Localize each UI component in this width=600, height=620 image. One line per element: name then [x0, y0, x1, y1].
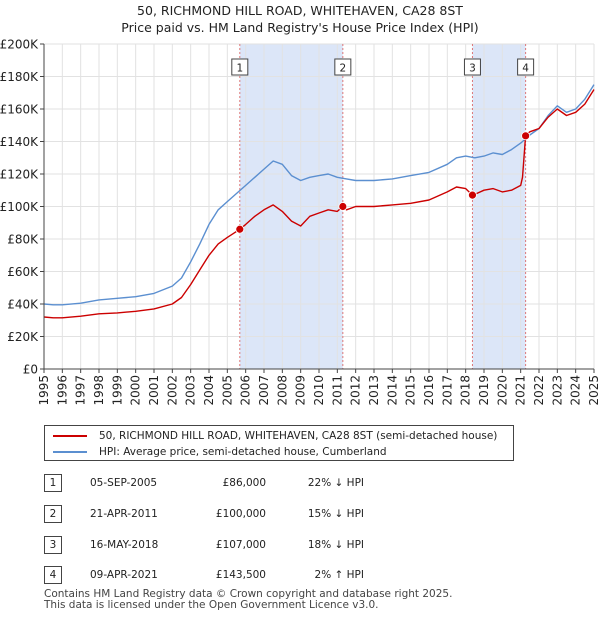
- y-tick-label: £0: [23, 363, 38, 377]
- transaction-label-box-1: [231, 58, 249, 76]
- x-tick-label: 2006: [239, 375, 253, 406]
- x-tick-label: 2008: [275, 375, 289, 406]
- x-tick-label: 2001: [147, 375, 161, 406]
- y-tick-label: £80K: [7, 233, 39, 247]
- x-tick-label: 1995: [37, 375, 51, 406]
- x-tick-label: 2013: [367, 375, 381, 406]
- x-tick-label: 2023: [550, 375, 564, 406]
- x-tick-label: 1997: [74, 375, 88, 406]
- transaction-number: 1: [44, 474, 62, 492]
- footer-line-copyright: Contains HM Land Registry data © Crown c…: [44, 588, 453, 600]
- legend-label-property: 50, RICHMOND HILL ROAD, WHITEHAVEN, CA28…: [99, 430, 498, 442]
- y-tick-label: £180K: [0, 70, 39, 84]
- transaction-marker-2: [338, 202, 348, 211]
- chart-legend: 50, RICHMOND HILL ROAD, WHITEHAVEN, CA28…: [44, 425, 514, 461]
- x-tick-label: 1999: [110, 375, 124, 406]
- transaction-label-1: 1: [236, 63, 243, 75]
- y-tick-label: £60K: [7, 265, 39, 279]
- x-tick-label: 2000: [129, 375, 143, 406]
- transaction-label-box-2: [334, 58, 352, 76]
- x-tick-label: 2018: [459, 375, 473, 406]
- transaction-label-box-3: [463, 58, 481, 76]
- x-tick-label: 2025: [587, 375, 600, 406]
- transaction-date: 16-MAY-2018: [90, 539, 159, 551]
- y-tick-label: £120K: [0, 168, 39, 182]
- x-tick-label: 2004: [202, 375, 216, 406]
- x-tick-label: 2011: [330, 375, 344, 406]
- transaction-label-3: 3: [469, 63, 476, 75]
- transaction-label-box-4: [517, 58, 535, 76]
- x-tick-label: 1996: [55, 375, 69, 406]
- transaction-number: 4: [44, 566, 62, 584]
- x-tick-label: 2024: [569, 375, 583, 406]
- x-tick-label: 2014: [385, 375, 399, 406]
- legend-label-hpi: HPI: Average price, semi-detached house,…: [99, 446, 387, 458]
- transaction-price: £107,000: [215, 539, 266, 551]
- footer-line-licence: This data is licensed under the Open Gov…: [44, 599, 379, 611]
- transaction-marker-4: [521, 131, 531, 141]
- transaction-label-2: 2: [339, 63, 346, 75]
- y-tick-label: £140K: [0, 135, 39, 149]
- x-tick-label: 2022: [532, 375, 546, 406]
- transaction-date: 05-SEP-2005: [90, 477, 158, 489]
- chart-title: 50, RICHMOND HILL ROAD, WHITEHAVEN, CA28…: [137, 3, 463, 18]
- transaction-date: 09-APR-2021: [90, 569, 158, 581]
- hpi-line: [43, 84, 595, 306]
- x-tick-label: 2015: [404, 375, 418, 406]
- x-tick-label: 2010: [312, 375, 326, 406]
- x-tick-label: 2003: [184, 375, 198, 406]
- transaction-number: 3: [44, 536, 62, 554]
- footer: Contains HM Land Registry data © Crown c…: [44, 589, 452, 611]
- legend-swatch-property: [53, 435, 87, 437]
- chart-subtitle: Price paid vs. HM Land Registry's House …: [121, 20, 479, 35]
- x-tick-label: 2009: [294, 375, 308, 406]
- transaction-hpi-diff: 15% ↓ HPI: [307, 508, 364, 520]
- transaction-number: 2: [44, 505, 62, 523]
- x-tick-label: 2002: [165, 375, 179, 406]
- transaction-price: £143,500: [215, 569, 266, 581]
- transaction-marker-3: [468, 190, 477, 200]
- x-tick-label: 2021: [514, 375, 528, 406]
- legend-swatch-hpi: [53, 451, 87, 453]
- transaction-price: £100,000: [215, 508, 266, 520]
- y-tick-label: £40K: [7, 298, 39, 312]
- chart-title-block: 50, RICHMOND HILL ROAD, WHITEHAVEN, CA28…: [0, 2, 600, 36]
- transaction-date: 21-APR-2011: [90, 508, 158, 520]
- price-chart: £0 £20K £40K £60K £80K £100K £120K £140K £160K £1…: [0, 38, 600, 406]
- y-tick-label: £20K: [7, 330, 39, 344]
- transaction-hpi-diff: 2% ↑ HPI: [314, 569, 364, 581]
- x-tick-label: 2020: [495, 375, 509, 406]
- y-tick-label: £160K: [0, 103, 39, 117]
- x-tick-label: 2012: [349, 375, 363, 406]
- transaction-price: £86,000: [222, 477, 266, 489]
- transaction-label-4: 4: [522, 63, 529, 75]
- x-tick-label: 1998: [92, 375, 106, 406]
- x-tick-label: 2005: [220, 375, 234, 406]
- x-tick-label: 2007: [257, 375, 271, 406]
- y-tick-label: £200K: [0, 38, 39, 52]
- x-tick-label: 2019: [477, 375, 491, 406]
- transaction-marker-1: [235, 224, 245, 234]
- x-tick-label: 2016: [422, 375, 436, 406]
- transaction-hpi-diff: 18% ↓ HPI: [307, 539, 364, 551]
- transaction-hpi-diff: 22% ↓ HPI: [307, 477, 364, 489]
- y-tick-label: £100K: [0, 200, 39, 214]
- x-tick-label: 2017: [440, 375, 454, 406]
